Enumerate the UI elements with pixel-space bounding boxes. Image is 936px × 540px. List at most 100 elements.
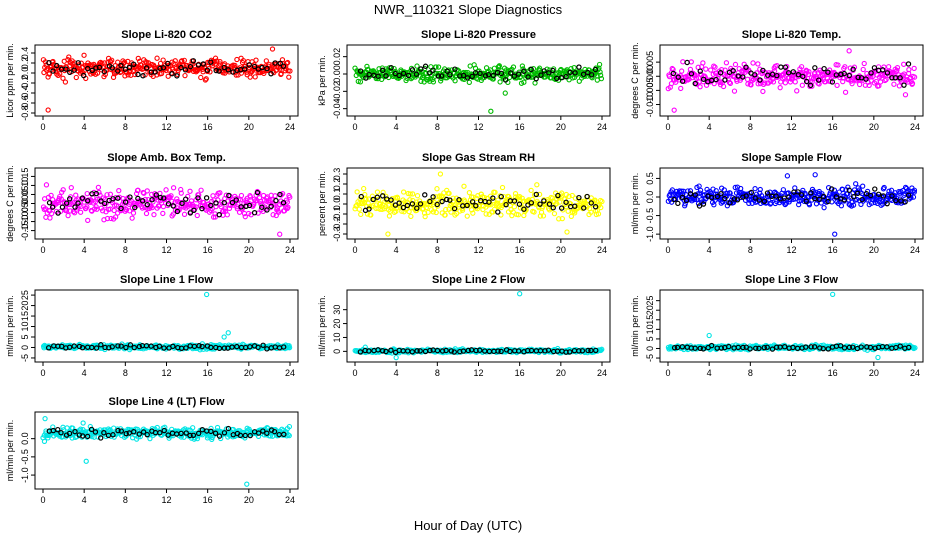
data-point xyxy=(143,59,149,65)
data-point xyxy=(358,211,364,218)
reference-point xyxy=(55,426,61,433)
reference-point xyxy=(697,68,703,74)
y-tick-label: -5 xyxy=(20,354,30,362)
data-point xyxy=(194,435,201,442)
data-point xyxy=(194,212,200,219)
data-point xyxy=(599,346,605,352)
reference-point xyxy=(127,194,133,200)
data-point xyxy=(688,59,694,65)
reference-point xyxy=(798,192,805,198)
panel-4: Slope Amb. Box Temp. 0 4 8 12 16 20 24 -0.15-0.1… xyxy=(5,152,299,255)
data-point xyxy=(182,72,188,79)
reference-point xyxy=(115,68,121,74)
reference-point xyxy=(498,193,504,200)
reference-point xyxy=(764,344,770,350)
data-point xyxy=(556,216,562,222)
data-point xyxy=(697,187,704,194)
reference-point xyxy=(727,200,733,206)
reference-point xyxy=(507,348,513,355)
reference-point xyxy=(122,199,129,205)
y-tick-label: 0.05 xyxy=(20,186,30,204)
data-point xyxy=(519,195,525,201)
reference-point xyxy=(196,343,202,349)
reference-point xyxy=(855,74,861,81)
reference-point xyxy=(714,193,721,200)
reference-point xyxy=(430,194,436,200)
data-point xyxy=(910,194,917,200)
reference-point xyxy=(178,430,184,437)
reference-point xyxy=(515,348,522,354)
y-axis-label: kPa per min. xyxy=(317,55,327,106)
data-point xyxy=(42,59,49,65)
y-tick-label: 10 xyxy=(645,324,655,334)
data-point xyxy=(48,192,54,199)
data-point xyxy=(98,205,104,211)
reference-point xyxy=(858,344,864,350)
data-point xyxy=(84,204,90,210)
reference-point xyxy=(46,200,53,206)
reference-point xyxy=(93,190,99,197)
y-tick-label: -1.0 xyxy=(645,226,655,242)
reference-point xyxy=(679,194,686,201)
data-points xyxy=(665,48,918,113)
data-point xyxy=(598,75,605,82)
panel-title: Slope Amb. Box Temp. xyxy=(107,152,226,164)
data-point xyxy=(433,209,439,216)
data-point xyxy=(201,199,207,206)
y-tick-label: -0.2 xyxy=(332,216,342,232)
data-point xyxy=(881,184,887,191)
data-point xyxy=(437,171,444,177)
data-point xyxy=(244,481,250,487)
reference-point xyxy=(118,62,124,69)
y-tick-label: 0 xyxy=(20,345,30,350)
y-axis-label: ml/min per min. xyxy=(5,295,15,357)
data-point xyxy=(286,345,293,351)
data-point xyxy=(723,60,730,66)
reference-point xyxy=(200,61,206,67)
reference-point xyxy=(427,70,433,76)
x-tick-label: 12 xyxy=(473,122,483,132)
y-tick-label: -0.1 xyxy=(332,206,342,222)
reference-point xyxy=(216,433,223,439)
x-tick-label: 20 xyxy=(244,245,254,255)
data-point xyxy=(794,88,800,94)
reference-point xyxy=(740,344,746,351)
panel-2: Slope Li-820 Pressure 0 4 8 12 16 20 24 -0.04-0.… xyxy=(317,29,611,132)
reference-point xyxy=(225,425,232,432)
reference-point xyxy=(255,344,261,351)
data-point xyxy=(726,79,733,86)
x-tick-label: 24 xyxy=(597,122,607,132)
y-tick-label: 0.0 xyxy=(20,432,30,445)
reference-point xyxy=(567,349,573,355)
x-tick-label: 0 xyxy=(352,122,357,132)
reference-point xyxy=(208,428,214,435)
data-point xyxy=(126,208,133,214)
reference-point xyxy=(156,343,163,349)
reference-point xyxy=(884,70,891,76)
reference-point xyxy=(66,430,73,437)
reference-point xyxy=(434,201,440,208)
data-point xyxy=(233,72,239,78)
reference-point xyxy=(541,198,547,204)
data-point xyxy=(598,204,604,211)
reference-point xyxy=(850,194,857,200)
x-tick-label: 0 xyxy=(352,245,357,255)
data-point xyxy=(678,85,684,92)
reference-point xyxy=(50,68,56,74)
x-tick-label: 4 xyxy=(394,245,399,255)
data-point xyxy=(286,74,292,80)
data-point xyxy=(168,193,174,199)
data-point xyxy=(732,61,739,68)
reference-point xyxy=(546,70,552,76)
y-tick-label: 30 xyxy=(332,305,342,315)
reference-point xyxy=(208,344,214,351)
reference-point xyxy=(132,204,138,211)
data-point xyxy=(712,197,718,203)
reference-point xyxy=(670,70,677,77)
data-point xyxy=(402,198,408,205)
data-point xyxy=(108,215,114,222)
data-point xyxy=(287,68,293,74)
data-point xyxy=(492,189,498,196)
reference-point xyxy=(752,195,758,201)
